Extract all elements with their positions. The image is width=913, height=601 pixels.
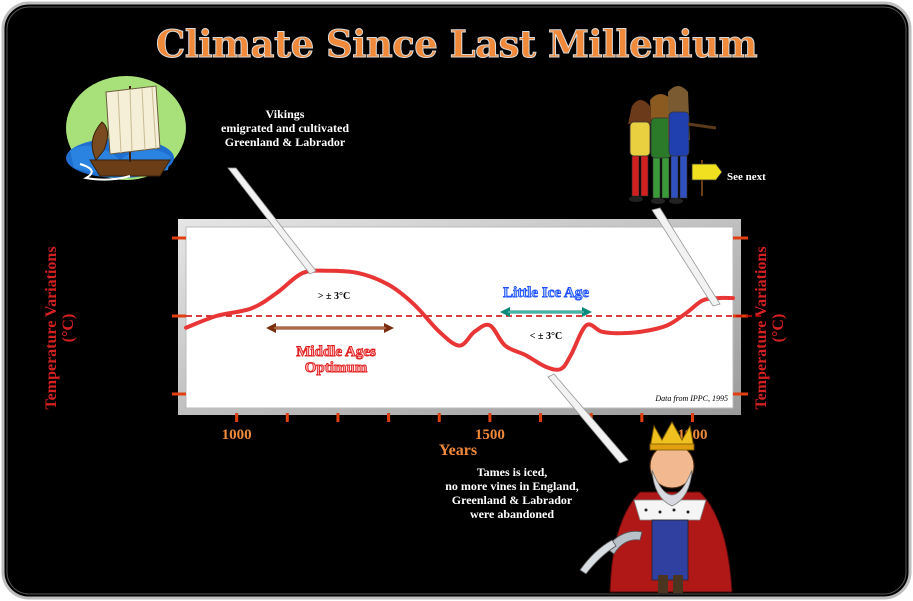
thames-pointer (547, 373, 629, 464)
warm-delta-label: > ± 3°C (318, 291, 350, 302)
middle-ages-label-line2: Optimum (305, 360, 368, 376)
thames-line4: were abandoned (469, 507, 555, 521)
vikings-pointer (227, 167, 317, 275)
plot-area (185, 226, 734, 409)
see-next-label: See next (727, 171, 766, 183)
vikings-line2: emigrated and cultivated (221, 121, 349, 135)
x-tick-label: 1000 (222, 427, 252, 443)
people-crowd-icon (628, 86, 723, 204)
king-icon (579, 420, 733, 593)
vikings-line1: Vikings (265, 107, 305, 121)
thames-line3: Greenland & Labrador (451, 493, 573, 507)
see-next-pointer (651, 207, 721, 307)
data-source-label: Data from IPPC, 1995 (654, 394, 728, 403)
thames-annotation: Tames is iced, no more vines in England,… (422, 465, 602, 521)
thames-line1: Tames is iced, (476, 465, 548, 479)
page-title: Climate Since Last Millenium (155, 22, 758, 67)
x-tick-label: 1500 (475, 427, 505, 443)
vikings-line3: Greenland & Labrador (224, 135, 346, 149)
vikings-annotation: Vikings emigrated and cultivated Greenla… (195, 107, 375, 149)
x-axis-label: Years (439, 442, 477, 459)
cold-delta-label: < ± 3°C (530, 331, 562, 342)
viking-ship-icon (66, 76, 186, 181)
thames-line2: no more vines in England, (445, 479, 579, 493)
middle-ages-arrow (266, 323, 394, 333)
little-ice-age-label: Little Ice Age (503, 285, 589, 301)
little-ice-age-arrow (500, 307, 592, 317)
middle-ages-label-line1: Middle Ages (296, 344, 376, 360)
